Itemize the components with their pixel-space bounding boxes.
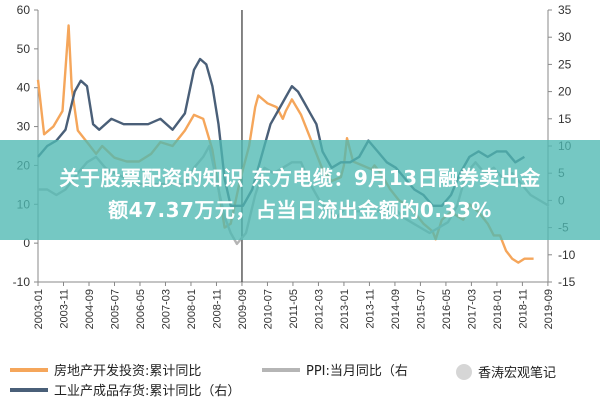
right-tick-label: 30 [558, 30, 572, 44]
x-tick-label: 2007-03 [160, 289, 172, 329]
x-tick-label: 2018-01 [492, 289, 504, 329]
legend-swatch-real-estate [10, 367, 48, 372]
legend-label-ppi: PPI:当月同比（右 [306, 364, 408, 379]
right-tick-label: 35 [558, 3, 572, 17]
left-tick-label: 50 [17, 42, 31, 56]
legend-item-ppi: PPI:当月同比（右 [262, 360, 408, 379]
x-tick-label: 2009-09 [237, 289, 249, 329]
x-tick-label: 2008-11 [211, 289, 223, 329]
x-tick-label: 2013-11 [364, 289, 376, 329]
legend-label-real-estate: 房地产开发投资:累计同比 [54, 364, 202, 379]
legend-label-inventory: 工业产成品存货:累计同比（右） [54, 384, 241, 399]
x-tick-label: 2006-05 [135, 289, 147, 329]
legend-swatch-inventory [10, 387, 48, 392]
x-tick-label: 2011-05 [288, 289, 300, 329]
x-tick-label: 2014-09 [390, 289, 402, 329]
headline-line-2: 额47.37万元，占当日流出金额的0.33% [108, 198, 492, 222]
x-tick-label: 2004-09 [84, 289, 96, 329]
x-tick-label: 2003-11 [58, 289, 70, 329]
x-tick-label: 2013-01 [339, 289, 351, 329]
x-tick-label: 2019-09 [543, 289, 555, 329]
legend-swatch-ppi [262, 367, 300, 372]
right-tick-label: 25 [558, 57, 572, 71]
left-tick-label: 60 [17, 3, 31, 17]
legend: 房地产开发投资:累计同比 PPI:当月同比（右 工业产成品存货:累计同比（右） [0, 356, 600, 400]
x-tick-label: 2017-03 [466, 289, 478, 329]
left-tick-label: 0 [23, 236, 30, 250]
tick-labels: -100102030405060-15-10-50510152025303520… [13, 3, 576, 329]
legend-item-real-estate: 房地产开发投资:累计同比 [10, 360, 201, 379]
wechat-icon [456, 363, 472, 380]
headline-banner: 关于股票配资的知识 东方电缆：9月13日融券卖出金 额47.37万元，占当日流出… [0, 140, 600, 240]
right-tick-label: 15 [558, 112, 572, 126]
x-tick-label: 2008-01 [186, 289, 198, 329]
x-tick-label: 2015-07 [415, 289, 427, 329]
right-tick-label: -10 [558, 248, 576, 262]
left-tick-label: -10 [13, 275, 31, 289]
x-tick-label: 2018-11 [517, 289, 529, 329]
left-tick-label: 30 [17, 120, 31, 134]
right-tick-label: -15 [558, 275, 576, 289]
x-tick-label: 2010-07 [262, 289, 274, 329]
x-tick-label: 2012-03 [313, 289, 325, 329]
x-tick-label: 2005-07 [109, 289, 121, 329]
headline-line-1: 关于股票配资的知识 东方电缆：9月13日融券卖出金 [59, 166, 541, 190]
right-tick-label: 20 [558, 85, 572, 99]
watermark: 香涛宏观笔记 [456, 362, 556, 381]
legend-item-inventory: 工业产成品存货:累计同比（右） [10, 380, 240, 399]
left-tick-label: 40 [17, 81, 31, 95]
watermark-text: 香涛宏观笔记 [478, 366, 557, 381]
x-tick-label: 2003-01 [33, 289, 45, 329]
x-tick-label: 2016-05 [441, 289, 453, 329]
